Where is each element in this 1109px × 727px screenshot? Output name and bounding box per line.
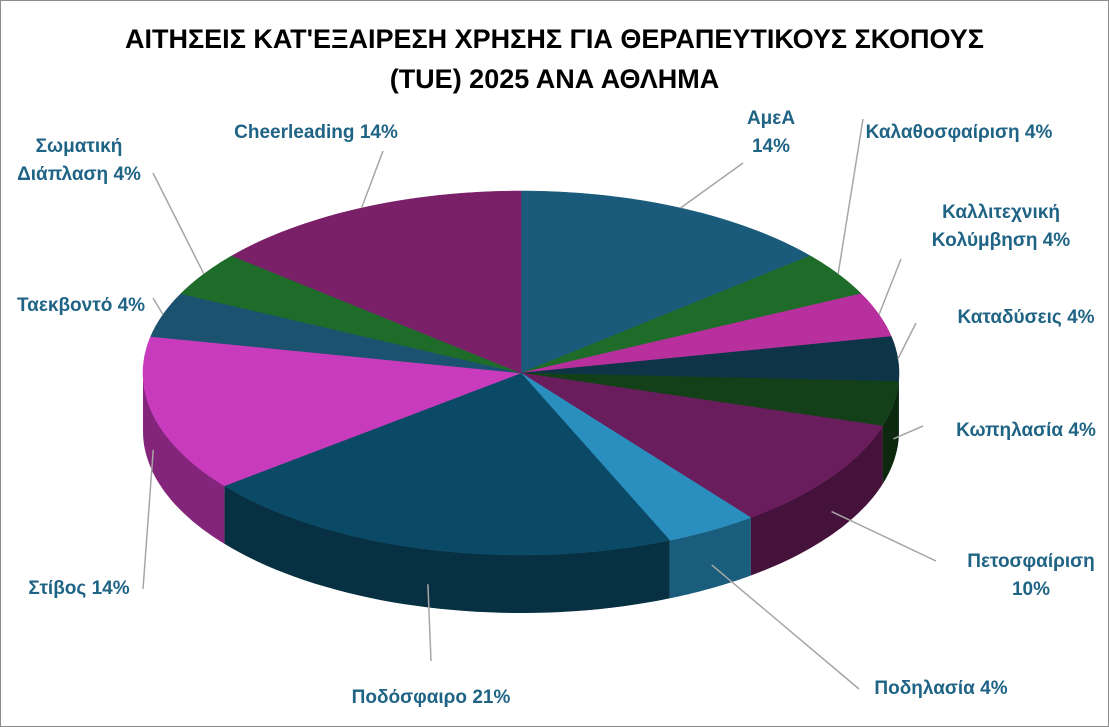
slice-top xyxy=(520,372,899,427)
label-value: 4% xyxy=(113,164,141,185)
pie-slice xyxy=(142,336,522,544)
pie-slice xyxy=(223,372,671,613)
label-category: Πετοσφαίριση xyxy=(967,551,1095,572)
pie-slice xyxy=(180,255,522,374)
data-label: Ταεκβοντό 4% xyxy=(16,292,146,320)
label-value: 4% xyxy=(1024,122,1053,143)
leader-line xyxy=(152,172,205,275)
label-category: Cheerleading xyxy=(234,122,355,143)
slice-side-shade xyxy=(750,426,883,576)
pie-slice xyxy=(520,336,900,440)
label-category: Καταδύσεις xyxy=(957,307,1062,328)
slice-top xyxy=(150,293,522,374)
label-category: Σωματική Διάπλαση xyxy=(17,136,123,185)
slice-side-shade xyxy=(882,381,899,484)
slice-side xyxy=(882,381,899,484)
slice-top xyxy=(520,372,884,518)
pie-slice xyxy=(520,372,899,484)
label-value: 4% xyxy=(117,295,146,316)
slice-top xyxy=(520,336,900,382)
slice-top xyxy=(520,372,752,541)
label-category: Ποδόσφαιρο xyxy=(351,687,468,708)
label-category: Καλαθοσφαίριση xyxy=(865,122,1020,143)
label-category: ΑμεΑ xyxy=(746,108,796,129)
leader-line xyxy=(427,584,432,662)
pie-slice xyxy=(150,293,522,374)
data-label: Καλαθοσφαίριση 4% xyxy=(864,119,1054,147)
data-label: Cheerleading 14% xyxy=(206,119,426,147)
leader-line xyxy=(142,449,154,590)
label-value: 14% xyxy=(359,122,398,143)
data-label: Καλλιτεχνική Κολύμβηση 4% xyxy=(916,199,1086,255)
leader-line xyxy=(711,564,860,690)
label-category: Ταεκβοντό xyxy=(16,295,113,316)
pie-slice xyxy=(520,255,862,374)
slice-top xyxy=(180,255,522,374)
label-category: Ποδηλασία xyxy=(874,678,975,699)
leader-line xyxy=(897,322,917,360)
pie-slice xyxy=(231,190,522,374)
slice-side xyxy=(143,373,225,544)
slice-top xyxy=(142,336,522,487)
label-value: 21% xyxy=(472,687,511,708)
leader-line xyxy=(360,150,384,209)
data-label: Ποδηλασία 4% xyxy=(856,675,1026,703)
label-category: Στίβος xyxy=(28,578,87,599)
label-category: Κωπηλασία xyxy=(956,420,1064,441)
chart-title: ΑΙΤΗΣΕΙΣ ΚΑΤ'ΕΞΑΙΡΕΣΗ ΧΡΗΣΗΣ ΓΙΑ ΘΕΡΑΠΕΥ… xyxy=(124,24,984,94)
leader-line xyxy=(837,118,864,275)
pie-slice xyxy=(520,372,884,576)
label-value: 4% xyxy=(980,678,1008,699)
slice-side xyxy=(750,426,883,576)
leader-line xyxy=(893,425,924,440)
data-label: Πετοσφαίριση 10% xyxy=(946,548,1108,604)
data-label: Στίβος 14% xyxy=(4,575,154,603)
leader-line xyxy=(152,297,164,315)
slice-side-shade xyxy=(669,517,751,599)
slice-top xyxy=(520,255,862,374)
data-label: Καταδύσεις 4% xyxy=(936,304,1108,332)
data-label: Σωματική Διάπλαση 4% xyxy=(14,133,144,189)
leader-line xyxy=(878,258,902,315)
label-category: Καλλιτεχνική Κολύμβηση xyxy=(931,202,1060,251)
pie-slice xyxy=(520,372,752,599)
slice-top xyxy=(223,372,671,556)
leader-line xyxy=(680,162,744,209)
data-label: Κωπηλασία 4% xyxy=(936,417,1108,445)
slice-top xyxy=(231,190,522,374)
slice-side-shade xyxy=(224,485,670,613)
label-value: 4% xyxy=(1068,420,1096,441)
data-label: ΑμεΑ 14% xyxy=(736,105,806,161)
slice-side xyxy=(224,485,670,613)
slice-side-shade xyxy=(143,373,225,544)
slice-side xyxy=(669,517,751,599)
data-label: Ποδόσφαιρο 21% xyxy=(321,684,541,712)
label-value: 10% xyxy=(1011,579,1051,600)
label-value: 4% xyxy=(1042,230,1071,251)
label-value: 4% xyxy=(1067,307,1095,328)
label-value: 14% xyxy=(751,136,791,157)
label-value: 14% xyxy=(91,578,130,599)
leader-line xyxy=(831,510,937,562)
